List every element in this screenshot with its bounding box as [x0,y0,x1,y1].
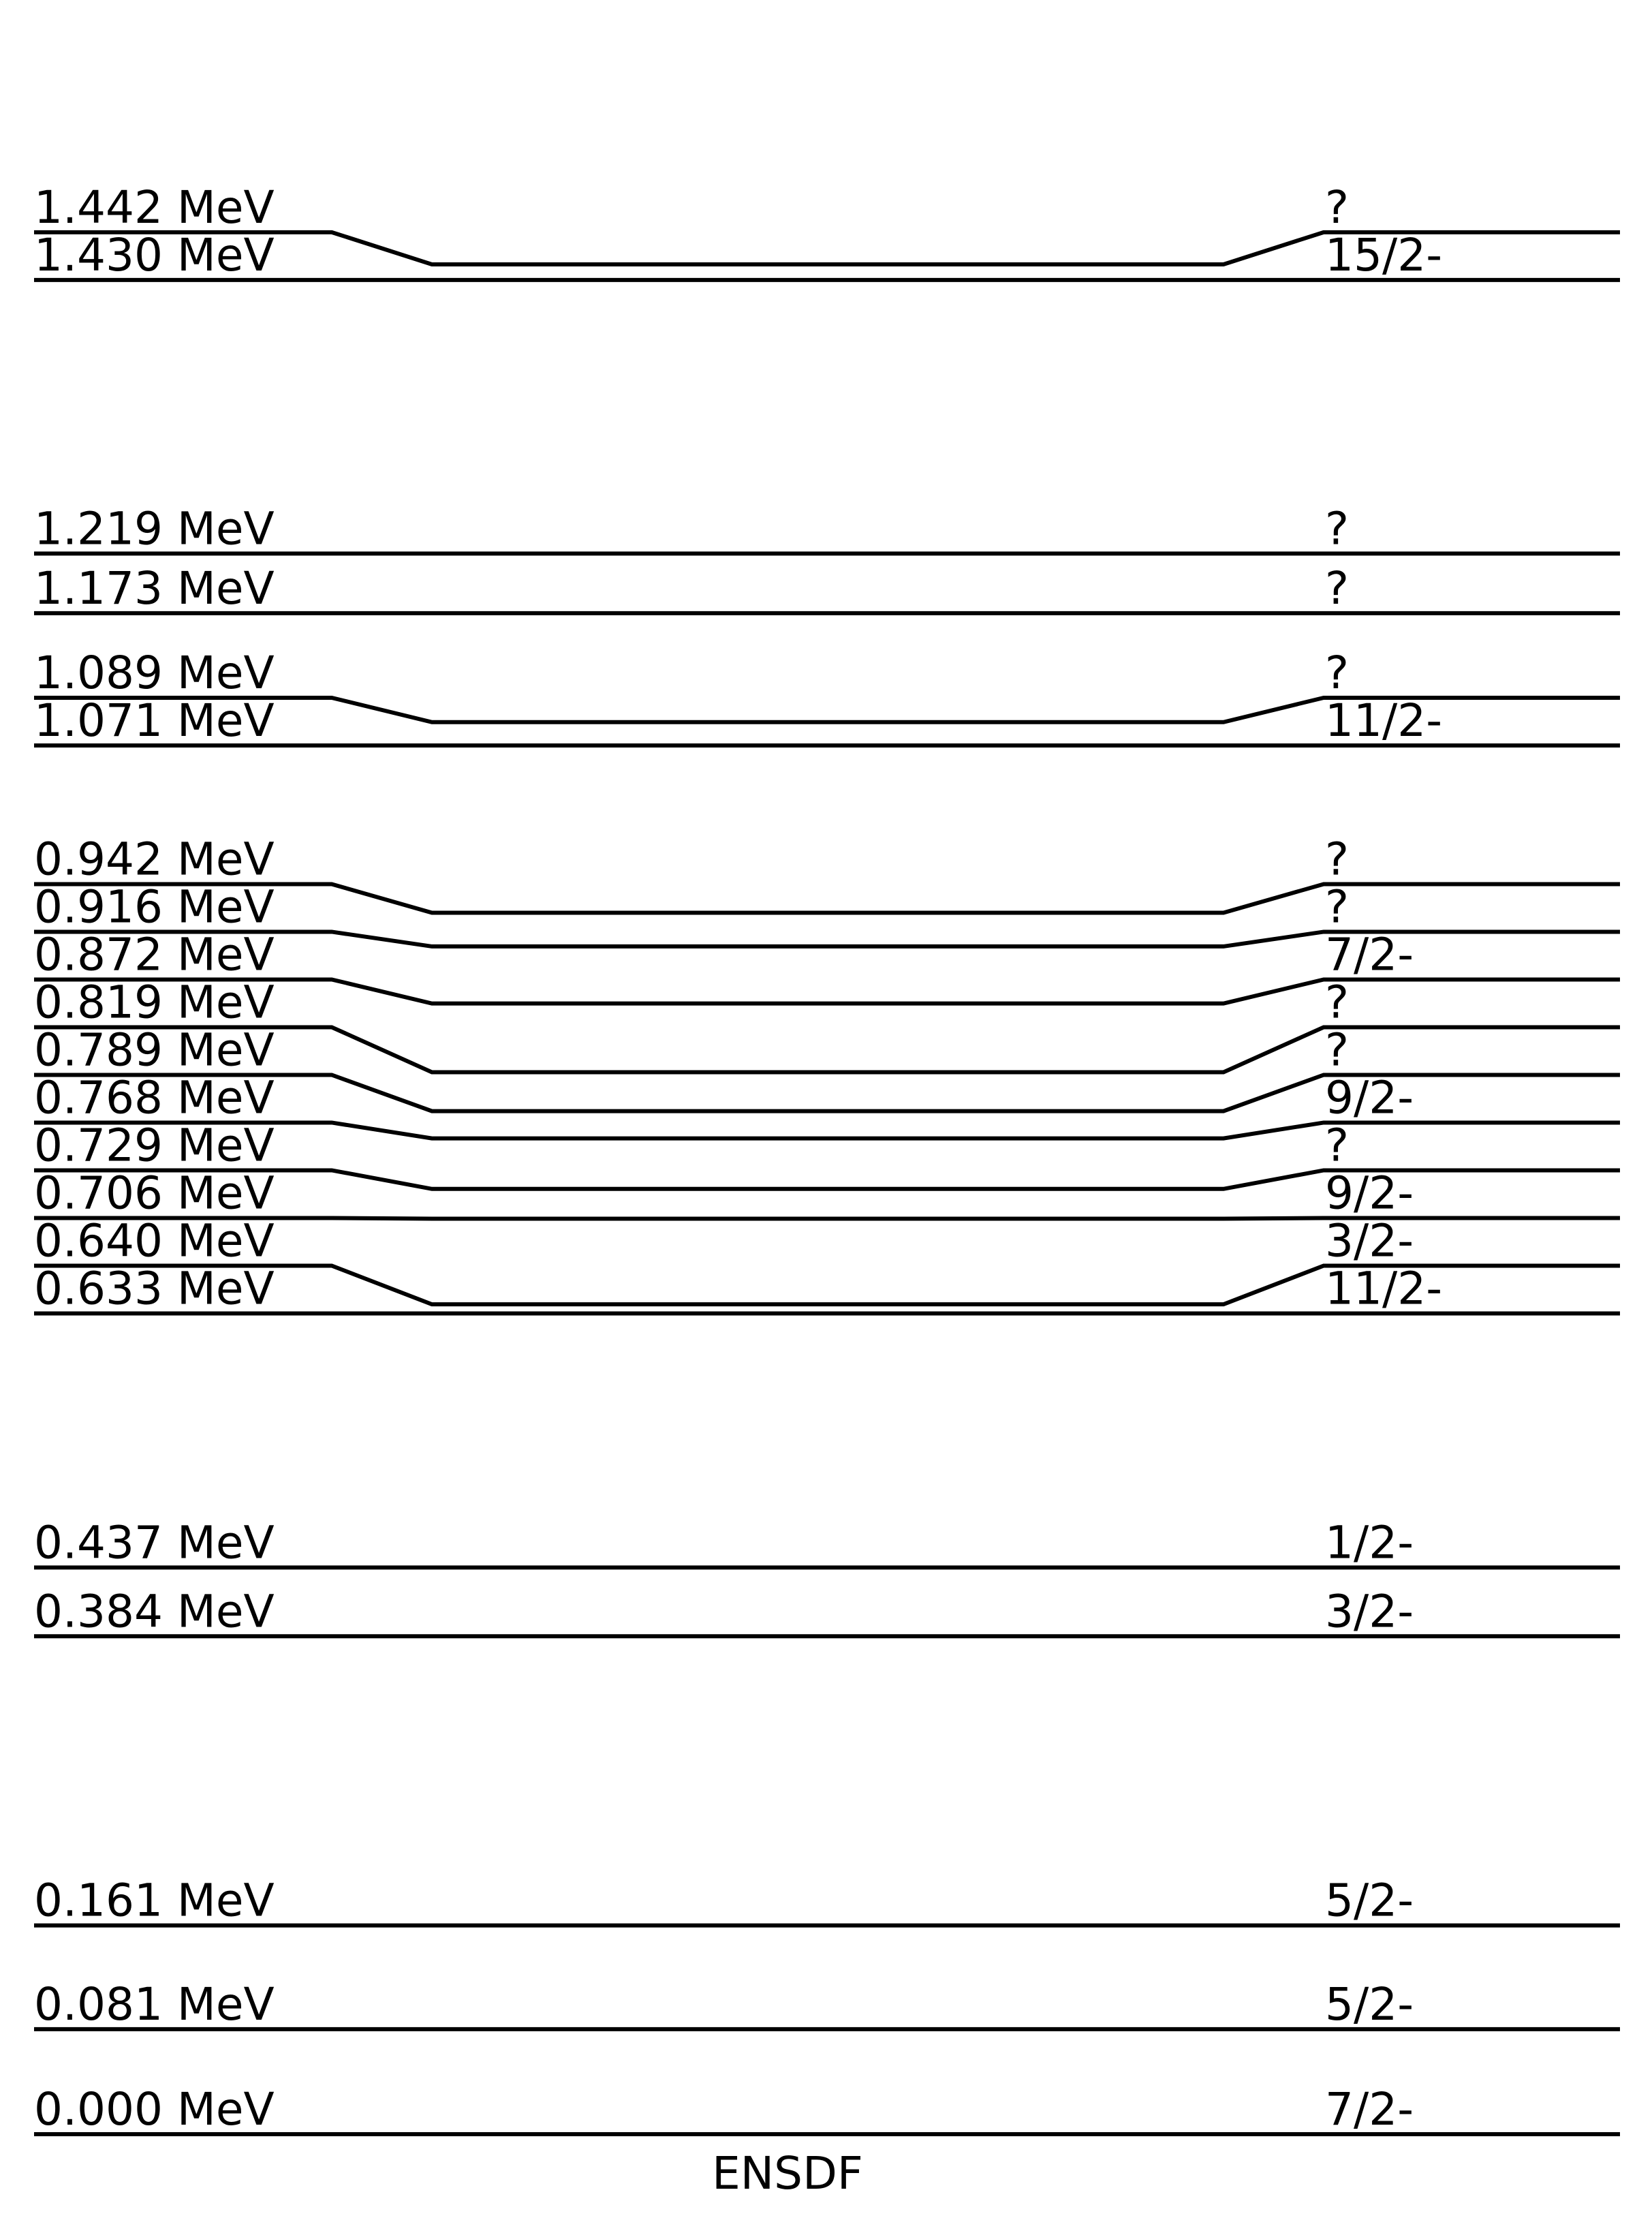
spin-parity-label: ? [1325,502,1349,555]
energy-level-line [34,977,1620,1006]
energy-label: 0.916 MeV [34,880,275,933]
spin-parity-label: ? [1325,880,1349,933]
energy-level-line [34,1025,1620,1075]
energy-level-line [34,1073,1620,1113]
energy-label: 1.442 MeV [34,181,275,234]
energy-label: 1.430 MeV [34,229,275,281]
energy-label: 0.706 MeV [34,1167,275,1219]
spin-parity-label: ? [1325,562,1349,615]
spin-parity-label: 3/2- [1325,1585,1414,1637]
spin-parity-label: 9/2- [1325,1071,1414,1124]
energy-level-line [34,695,1620,724]
spin-parity-label: ? [1325,976,1349,1028]
energy-label: 0.384 MeV [34,1585,275,1637]
spin-parity-label: ? [1325,181,1349,234]
spin-parity-label: 15/2- [1325,229,1442,281]
energy-label: 0.872 MeV [34,928,275,981]
energy-label: 0.819 MeV [34,976,275,1028]
spin-parity-label: 3/2- [1325,1214,1414,1267]
spin-parity-label: 5/2- [1325,1978,1414,2031]
energy-label: 0.729 MeV [34,1119,275,1171]
spin-parity-label: ? [1325,1023,1349,1076]
energy-label: 1.071 MeV [34,694,275,747]
energy-label: 1.219 MeV [34,502,275,555]
spin-parity-label: 7/2- [1325,2083,1414,2136]
energy-level-line [34,230,1620,266]
spin-parity-label: 7/2- [1325,928,1414,981]
energy-label: 0.437 MeV [34,1516,275,1569]
energy-level-line [34,882,1620,915]
energy-level-line [34,1120,1620,1141]
spin-parity-label: ? [1325,1119,1349,1171]
energy-level-line [34,1168,1620,1191]
scheme-label: ENSDF [712,2147,863,2200]
energy-level-line [34,929,1620,949]
energy-label: 0.081 MeV [34,1978,275,2031]
energy-label: 0.640 MeV [34,1214,275,1267]
level-group: 0.000 MeV 7/2- 0.081 MeV 5/2- 0.161 MeV 5/2- 0… [34,181,1620,2136]
spin-parity-label: 11/2- [1325,694,1442,747]
energy-level-line [34,1263,1620,1307]
spin-parity-label: 9/2- [1325,1167,1414,1219]
energy-label: 1.089 MeV [34,647,275,699]
spin-parity-label: 5/2- [1325,1875,1414,1927]
energy-label: 0.942 MeV [34,833,275,885]
spin-parity-label: ? [1325,647,1349,699]
spin-parity-label: ? [1325,833,1349,885]
energy-label: 0.633 MeV [34,1262,275,1314]
energy-label: 0.768 MeV [34,1071,275,1124]
energy-label: 1.173 MeV [34,562,275,615]
spin-parity-label: 1/2- [1325,1516,1414,1569]
energy-label: 0.000 MeV [34,2083,275,2136]
energy-label: 0.161 MeV [34,1875,275,1927]
energy-label: 0.789 MeV [34,1023,275,1076]
spin-parity-label: 11/2- [1325,1262,1442,1314]
